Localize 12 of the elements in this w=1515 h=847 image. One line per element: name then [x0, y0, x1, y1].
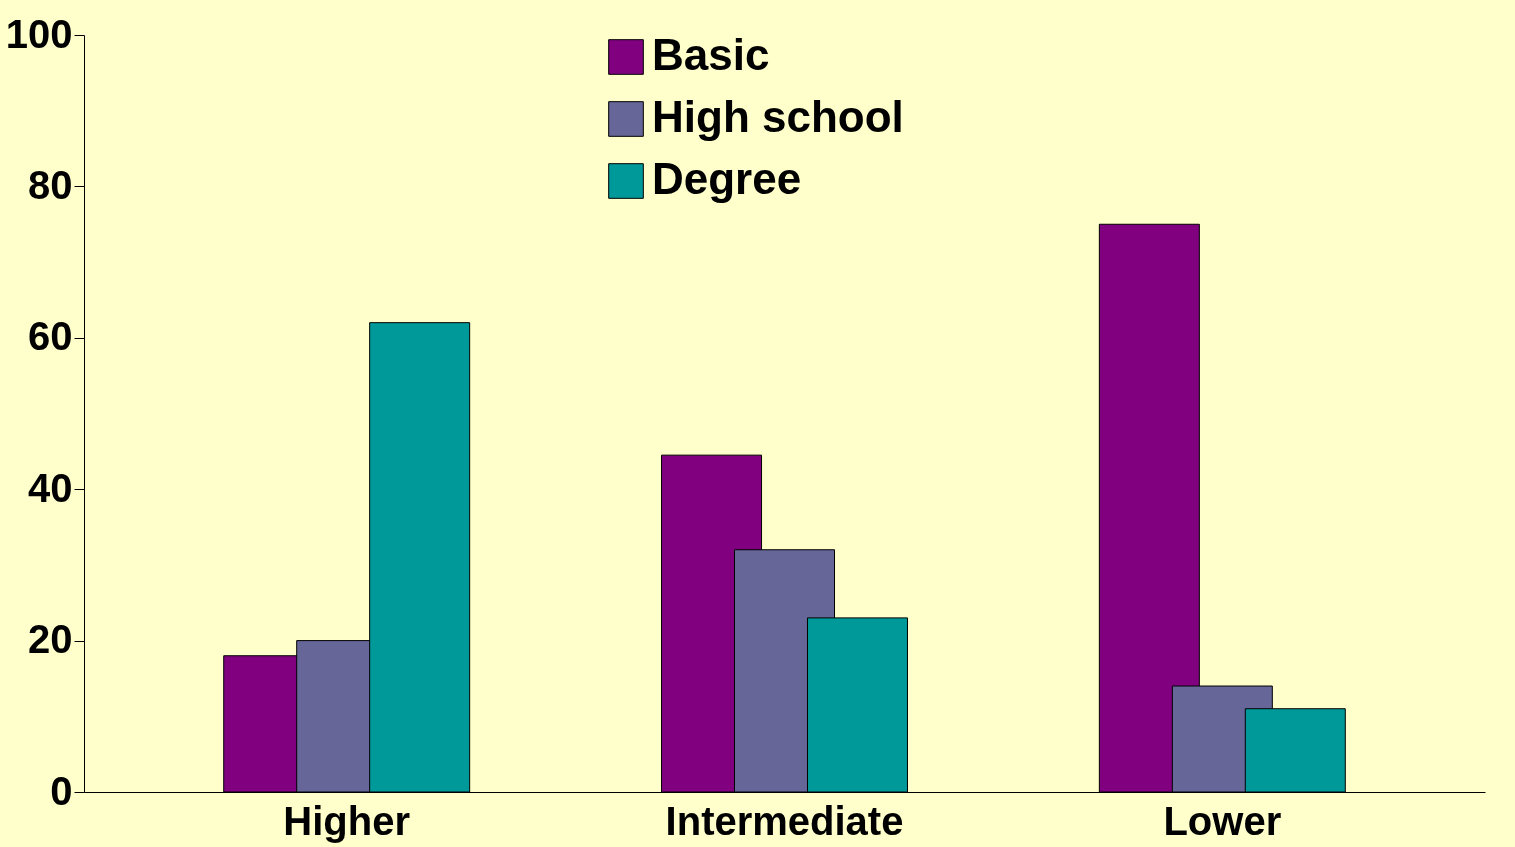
- y-tick-label: 100: [5, 11, 73, 56]
- legend-label: Degree: [652, 154, 802, 203]
- legend-label: High school: [652, 92, 904, 141]
- y-tick-label: 20: [28, 617, 73, 662]
- x-tick-label: Higher: [283, 798, 411, 843]
- x-tick-label: Lower: [1163, 798, 1282, 843]
- y-tick-label: 40: [28, 465, 73, 510]
- x-tick-label: Intermediate: [665, 798, 904, 843]
- y-tick-label: 80: [28, 162, 73, 207]
- y-tick-label: 0: [50, 768, 73, 813]
- y-tick-label: 60: [28, 314, 73, 359]
- legend-label: Basic: [652, 30, 770, 79]
